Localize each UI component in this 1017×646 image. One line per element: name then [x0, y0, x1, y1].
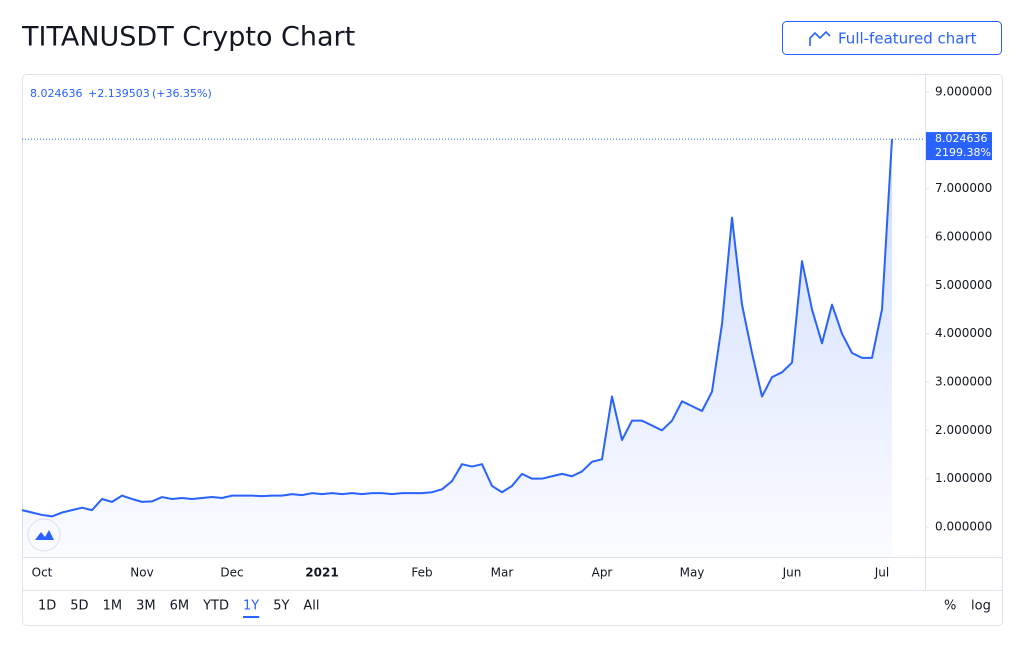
x-tick-label: Jul [874, 566, 889, 580]
y-tick-label: 9.000000 [935, 84, 992, 98]
x-tick-label: Oct [32, 566, 53, 580]
y-tick-label: 6.000000 [935, 229, 992, 243]
range-button[interactable]: 1Y [243, 599, 259, 614]
button-icon[interactable] [809, 30, 831, 46]
full-chart-button[interactable]: Full-featured chart [782, 21, 1002, 55]
x-tick-label: Dec [220, 566, 243, 580]
last-price-box [926, 132, 992, 161]
range-button[interactable]: 1M [103, 599, 123, 614]
area [22, 139, 892, 557]
y-tick-label: 3.000000 [935, 374, 992, 388]
price-line [21, 139, 893, 518]
percent-toggle[interactable]: % [944, 599, 956, 614]
y-tick-label: 1.000000 [935, 471, 992, 485]
page-title: TITANUSDT Crypto Chart [21, 22, 355, 53]
range-button[interactable]: All [303, 599, 319, 614]
range-button[interactable]: 6M [170, 599, 190, 614]
x-tick-label: 2021 [305, 566, 338, 580]
header-change-pct: (+36.35%) [152, 87, 212, 100]
x-tick-label: Mar [491, 566, 514, 580]
range-button[interactable]: YTD [202, 599, 229, 614]
x-tick-label: Jun [782, 566, 802, 580]
y-tick-label: 7.000000 [935, 181, 992, 195]
range-button[interactable]: 5D [70, 599, 88, 614]
header-change: +2.139503 [88, 87, 150, 100]
x-tick-label: Apr [592, 566, 613, 580]
y-tick-label: 4.000000 [935, 326, 992, 340]
log-toggle[interactable]: log [971, 599, 991, 614]
y-tick-label: 2.000000 [935, 423, 992, 437]
y-tick-label: 5.000000 [935, 278, 992, 292]
y-tick-label: 0.000000 [935, 520, 992, 534]
header-price: 8.024636 [30, 87, 83, 100]
x-tick-label: Feb [411, 566, 432, 580]
last-price-label: 8.024636 [935, 132, 988, 145]
range-button[interactable]: 1D [38, 599, 56, 614]
x-tick-label: May [680, 566, 705, 580]
x-tick-label: Nov [130, 566, 153, 580]
button-label[interactable]: Full-featured chart [838, 30, 977, 48]
button-frame[interactable] [782, 21, 1002, 55]
range-button[interactable]: 3M [136, 599, 156, 614]
last-pct-label: 2199.38% [935, 146, 991, 159]
range-button[interactable]: 5Y [273, 599, 289, 614]
